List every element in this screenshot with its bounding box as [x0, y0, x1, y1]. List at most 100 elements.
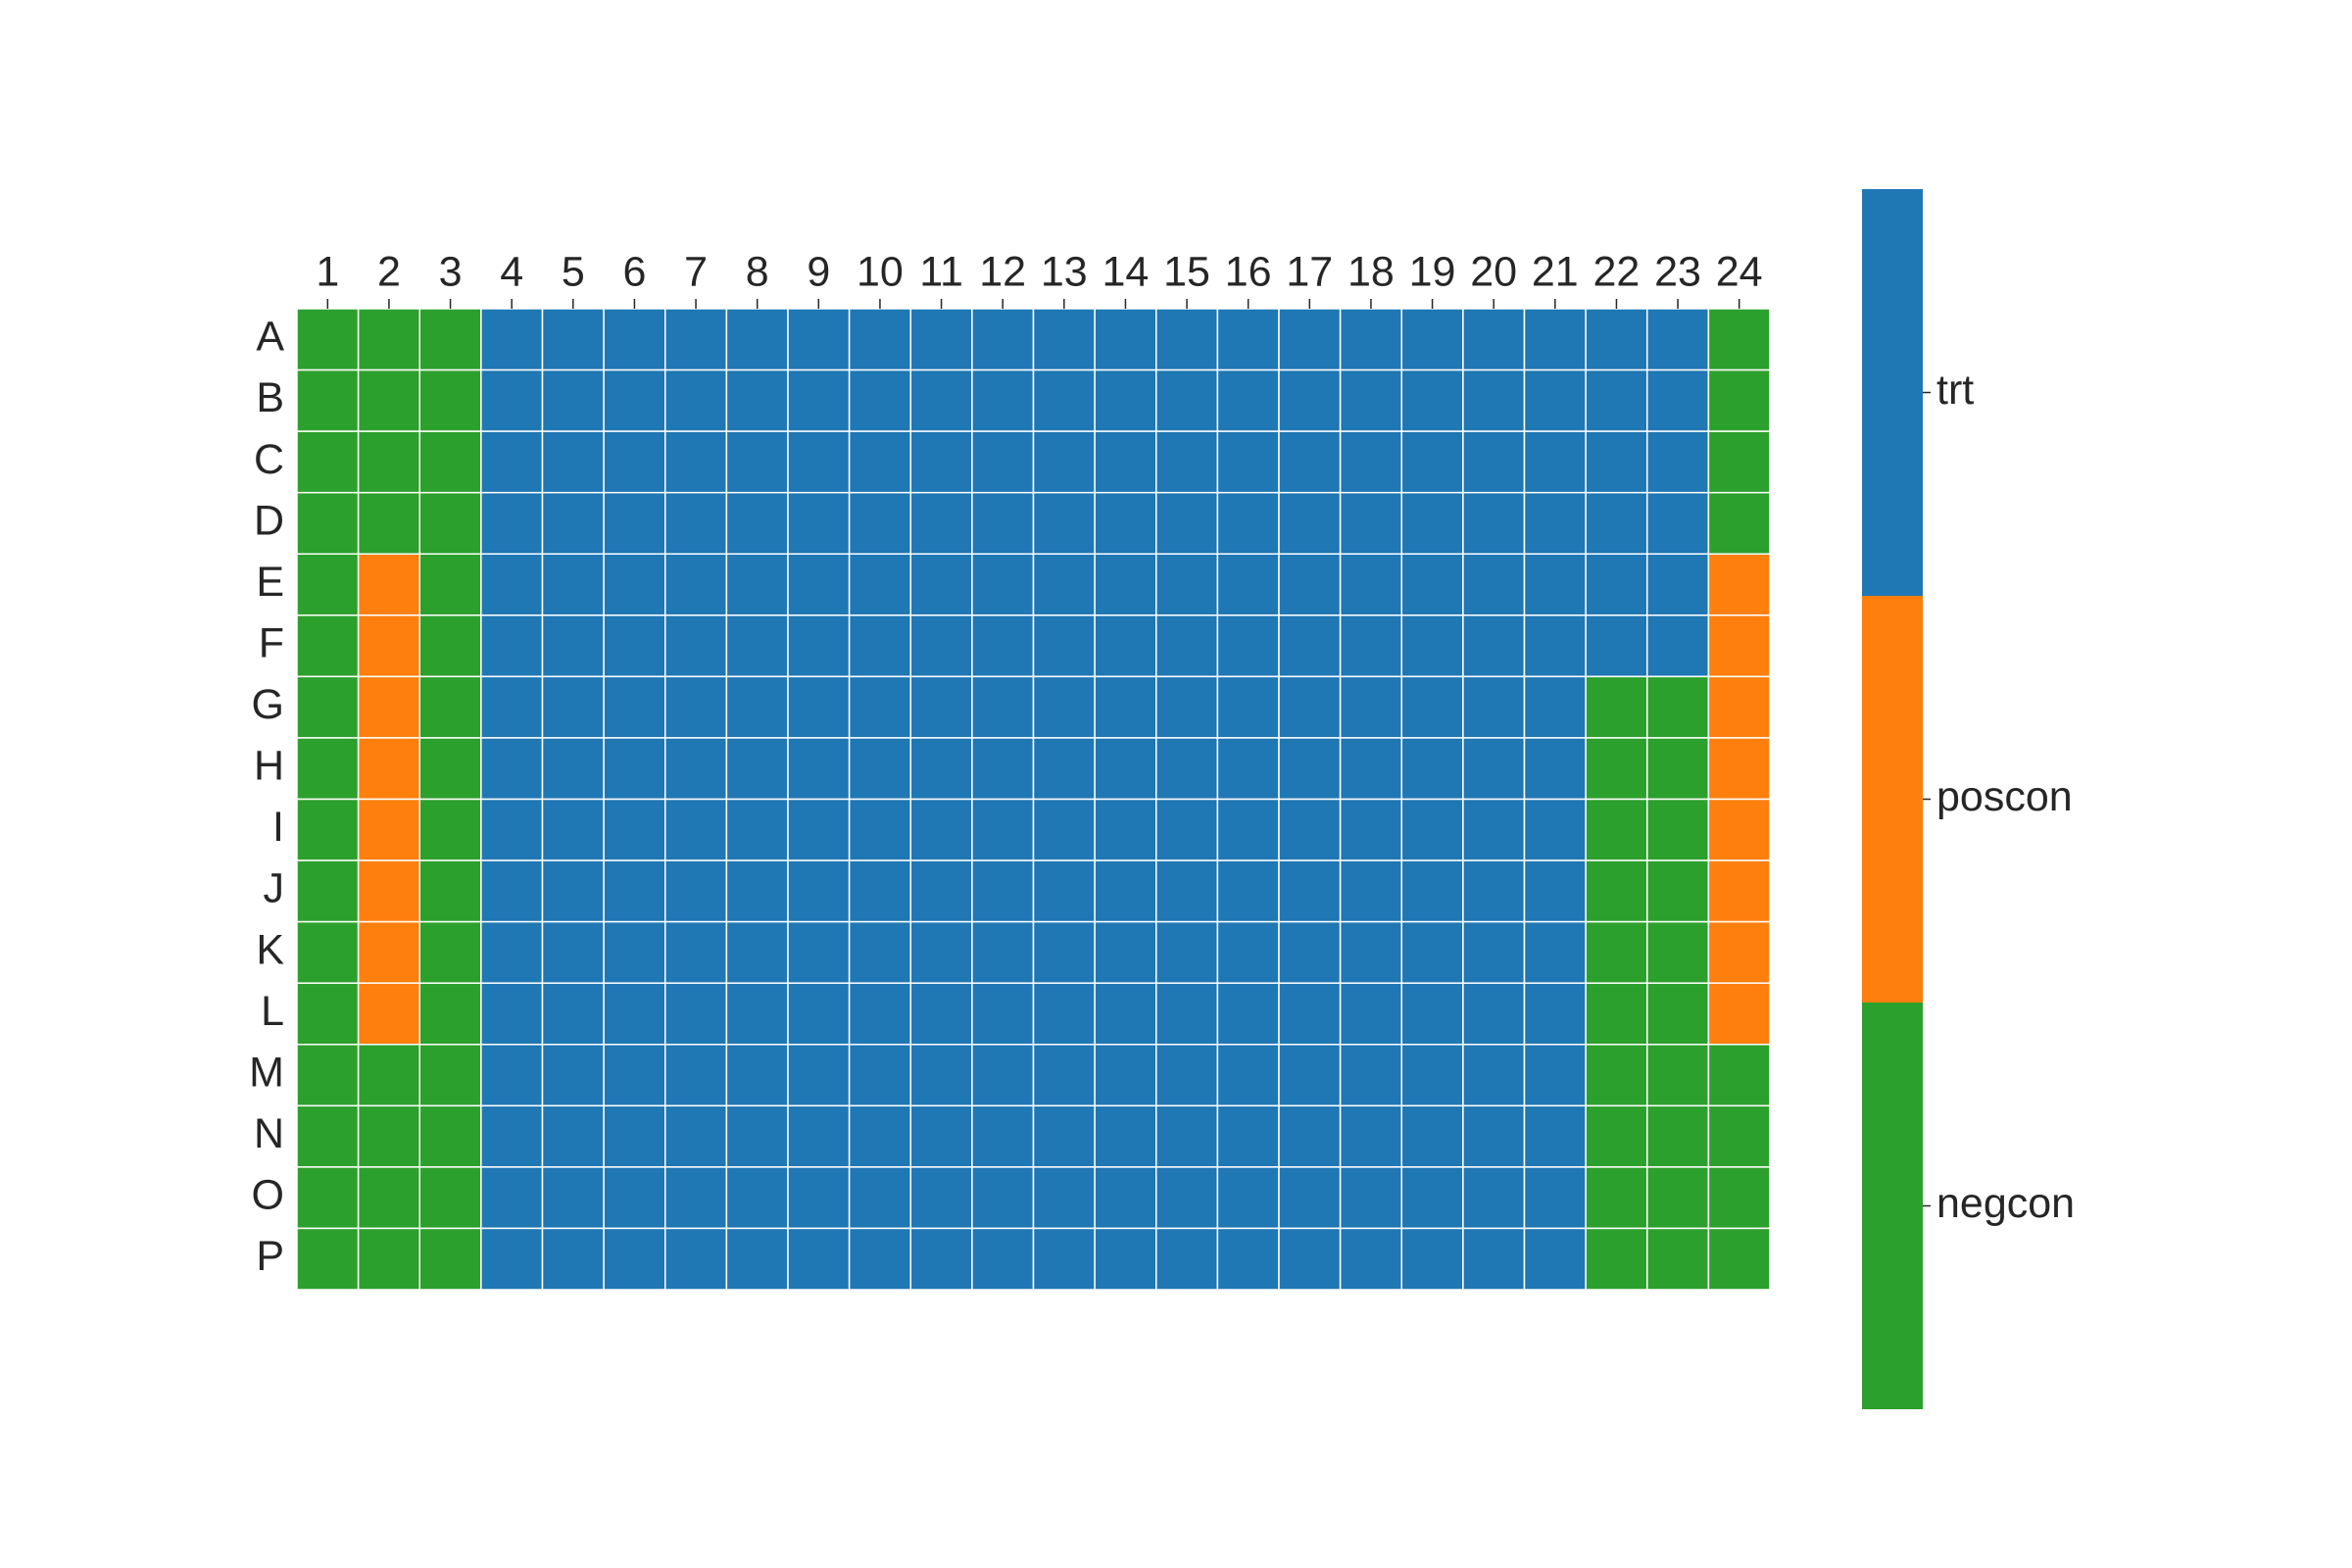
cell [1462, 614, 1526, 678]
cell [1155, 308, 1219, 371]
cell [1585, 430, 1648, 494]
cell [1523, 368, 1587, 432]
cell [848, 1104, 911, 1168]
cell [1032, 308, 1096, 371]
cell [418, 1166, 482, 1230]
cell [1585, 1227, 1648, 1291]
cell [787, 1044, 851, 1107]
cell [1707, 430, 1771, 494]
cell [1462, 1044, 1526, 1107]
cell [1523, 798, 1587, 861]
cell [603, 1166, 666, 1230]
y-tick-label: L [261, 988, 284, 1035]
x-tick-label: 23 [1654, 248, 1701, 295]
cell [1155, 737, 1219, 801]
cell [1400, 1227, 1464, 1291]
cell [725, 308, 789, 371]
cell [1032, 1166, 1096, 1230]
cell [971, 1044, 1035, 1107]
cell [1094, 859, 1157, 923]
cell [1585, 920, 1648, 984]
cell [909, 859, 973, 923]
cell [480, 1104, 544, 1168]
cell [725, 920, 789, 984]
cell [603, 308, 666, 371]
cell [296, 308, 360, 371]
cell [725, 1227, 789, 1291]
cell [664, 798, 728, 861]
cell [1400, 368, 1464, 432]
cell [357, 920, 420, 984]
cell [971, 1104, 1035, 1168]
cell [1339, 430, 1402, 494]
cell [1032, 368, 1096, 432]
cell [1400, 614, 1464, 678]
x-tick-label: 20 [1470, 248, 1517, 295]
cell [1585, 1166, 1648, 1230]
cell [296, 1166, 360, 1230]
cell [971, 982, 1035, 1046]
cell [1462, 308, 1526, 371]
cell [1094, 982, 1157, 1046]
cell [1646, 982, 1710, 1046]
cell [603, 614, 666, 678]
cell [664, 1044, 728, 1107]
cell [787, 614, 851, 678]
cell [1585, 491, 1648, 555]
cell [1400, 737, 1464, 801]
cell [1339, 308, 1402, 371]
cell [971, 737, 1035, 801]
cell [1400, 1044, 1464, 1107]
cell [1278, 982, 1342, 1046]
cell [1032, 675, 1096, 739]
cell [1094, 737, 1157, 801]
cell [1339, 491, 1402, 555]
cell [664, 491, 728, 555]
y-tick-label: I [272, 804, 284, 851]
cell [603, 920, 666, 984]
cell [296, 614, 360, 678]
x-tick-label: 7 [684, 248, 708, 295]
y-tick-label: K [256, 926, 284, 973]
cell [971, 553, 1035, 616]
cell [664, 675, 728, 739]
cell [1707, 368, 1771, 432]
cell [296, 1227, 360, 1291]
cell [296, 1104, 360, 1168]
cell [1339, 1044, 1402, 1107]
cell [1707, 798, 1771, 861]
y-tick-label: D [254, 497, 284, 544]
cell [1094, 614, 1157, 678]
cell [787, 920, 851, 984]
cell [1339, 368, 1402, 432]
cell [1646, 491, 1710, 555]
cell [603, 553, 666, 616]
cell [418, 368, 482, 432]
cell [296, 368, 360, 432]
cell [480, 491, 544, 555]
cell [1278, 920, 1342, 984]
cell [971, 491, 1035, 555]
cell [1278, 675, 1342, 739]
cell [480, 920, 544, 984]
cell [1523, 308, 1587, 371]
y-tick-label: E [256, 559, 284, 606]
colorbar-segment [1862, 596, 1923, 1003]
x-tick-label: 24 [1716, 248, 1763, 295]
cell [1339, 982, 1402, 1046]
cell [725, 430, 789, 494]
cell [541, 308, 605, 371]
cell [848, 491, 911, 555]
cell [1094, 553, 1157, 616]
cell [787, 1166, 851, 1230]
x-tick-label: 8 [746, 248, 769, 295]
legend-label: poscon [1936, 773, 2073, 820]
cell [603, 859, 666, 923]
cell [848, 920, 911, 984]
cell [1523, 737, 1587, 801]
cell [1032, 1104, 1096, 1168]
cell [541, 1104, 605, 1168]
x-tick-label: 16 [1225, 248, 1272, 295]
cell [971, 859, 1035, 923]
